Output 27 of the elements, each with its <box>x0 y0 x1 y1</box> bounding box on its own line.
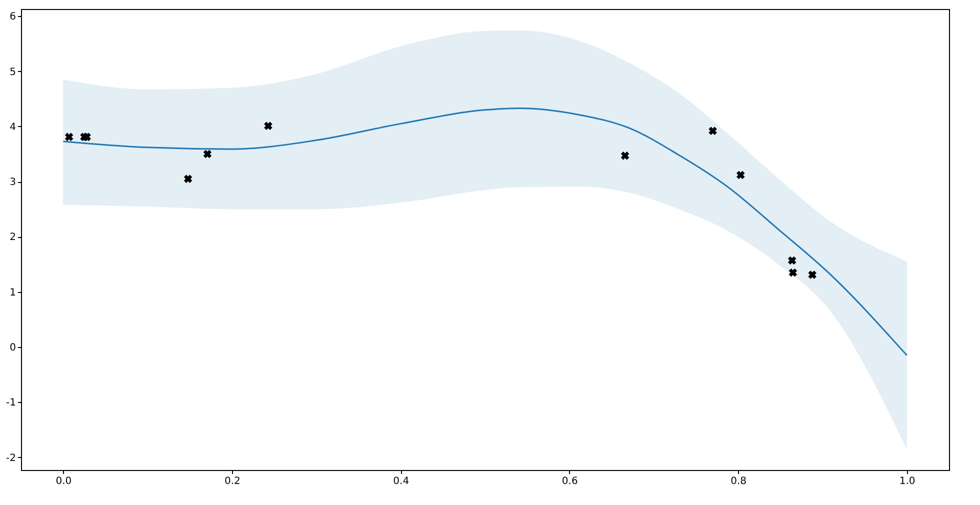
x-tick-label: 1.0 <box>899 476 916 487</box>
point <box>82 132 91 142</box>
point <box>736 170 745 180</box>
line-series <box>62 108 908 356</box>
point <box>708 126 717 136</box>
y-tick-label: -1 <box>6 398 16 409</box>
x-tick-label: 0.8 <box>730 476 747 487</box>
point <box>184 174 192 183</box>
point <box>64 132 74 142</box>
y-tick-label: 0 <box>10 342 16 354</box>
point <box>264 122 272 130</box>
point <box>620 152 630 160</box>
point <box>808 270 816 279</box>
point <box>203 150 212 158</box>
y-tick-label: 3 <box>10 177 16 188</box>
y-tick-label: 2 <box>10 232 16 244</box>
y-tick-label: 5 <box>10 66 16 78</box>
x-tick-label: 0.4 <box>393 476 410 487</box>
y-tick-label: 4 <box>10 122 16 133</box>
y-tick-label: 6 <box>10 12 16 23</box>
y-tick-label: -2 <box>6 452 16 464</box>
x-tick-label: 0.6 <box>562 476 578 487</box>
x-tick-label: 0.0 <box>56 476 72 487</box>
point <box>788 256 796 265</box>
x-tick-label: 0.2 <box>224 476 240 487</box>
y-tick-label: 1 <box>10 287 16 298</box>
point <box>788 268 798 277</box>
